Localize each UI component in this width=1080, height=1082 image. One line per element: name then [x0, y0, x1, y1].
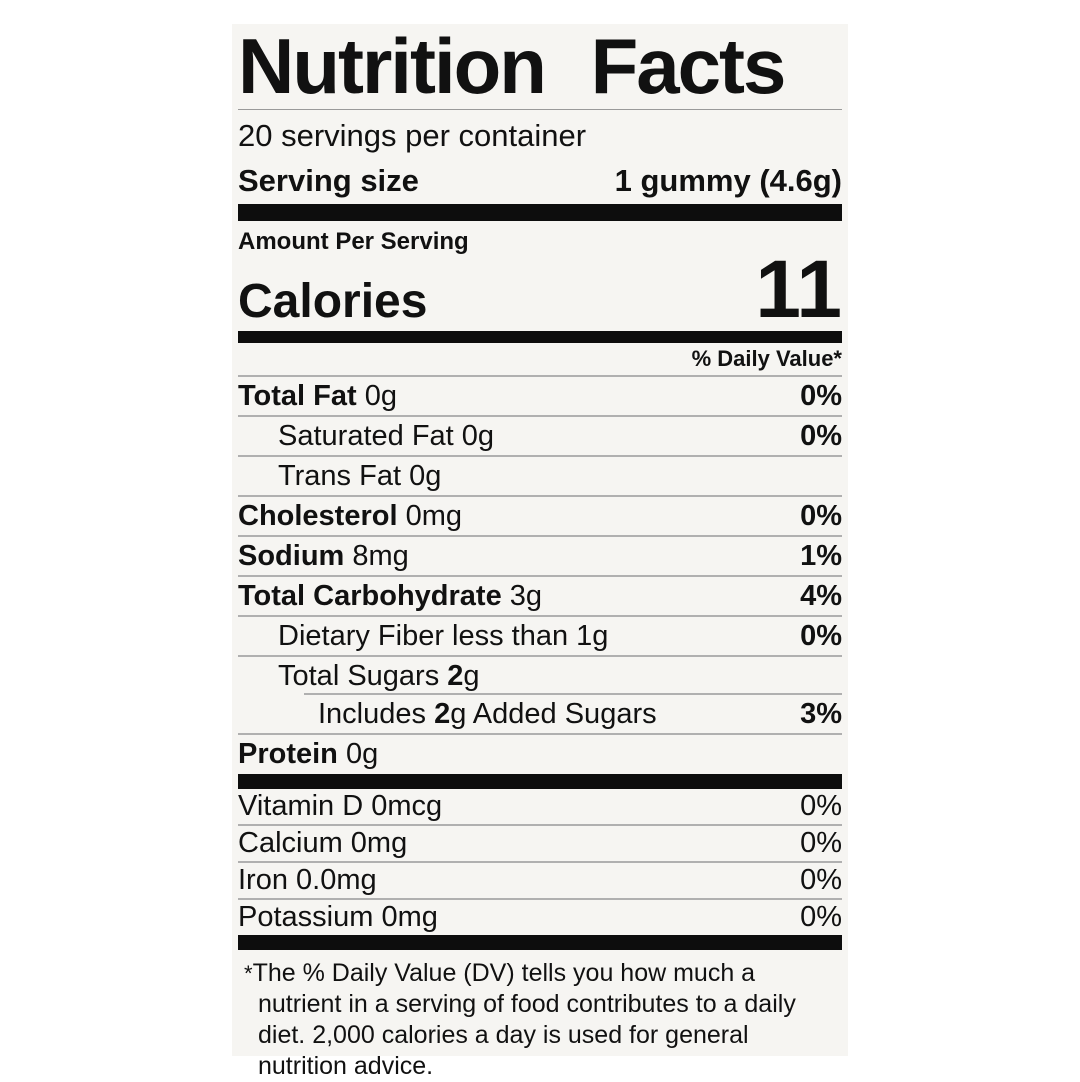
nutrient-row: Vitamin D 0mcg 0% [238, 789, 842, 826]
nutrient-row: Iron 0.0mg 0% [238, 863, 842, 900]
nutrient-name: Cholesterol 0mg [238, 500, 463, 532]
daily-value-footnote: *The % Daily Value (DV) tells you how mu… [238, 950, 842, 1082]
nutrient-name: Iron 0.0mg [238, 864, 377, 896]
nutrient-rows: Total Fat 0g 0% Saturated Fat 0g 0% Trans Fa… [238, 377, 842, 773]
nutrient-row: Total Fat 0g 0% [238, 377, 842, 417]
nutrient-row: Protein 0g [238, 735, 842, 773]
daily-value-percent: 3% [800, 698, 842, 730]
footnote-text: The % Daily Value (DV) tells you how muc… [252, 959, 796, 1080]
nutrient-name: Total Carbohydrate 3g [238, 580, 543, 612]
nutrient-name: Dietary Fiber less than 1g [278, 620, 609, 652]
nutrient-row: Sodium 8mg 1% [238, 537, 842, 577]
serving-size-value: 1 gummy (4.6g) [614, 163, 842, 198]
nutrient-name: Potassium 0mg [238, 901, 438, 933]
nutrient-row: Trans Fat 0g [238, 457, 842, 497]
nutrient-name: Includes 2g Added Sugars [318, 698, 657, 730]
daily-value-percent: 0% [800, 380, 842, 412]
nutrient-row: Includes 2g Added Sugars 3% [238, 695, 842, 735]
nutrition-facts-label: Nutrition Facts 20 servings per containe… [232, 22, 848, 1080]
daily-value-percent: 4% [800, 580, 842, 612]
daily-value-percent: 0% [800, 420, 842, 452]
daily-value-header: % Daily Value* [238, 343, 842, 377]
daily-value-percent: 0% [800, 901, 842, 933]
daily-value-percent: 0% [800, 500, 842, 532]
nutrient-row: Cholesterol 0mg 0% [238, 497, 842, 537]
nutrient-name: Saturated Fat 0g [278, 420, 495, 452]
nutrient-name: Vitamin D 0mcg [238, 790, 443, 822]
calories-value: 11 [755, 244, 842, 335]
serving-size-label: Serving size [238, 163, 419, 198]
nutrient-row: Total Sugars 2g [238, 657, 842, 695]
footnote-asterisk: * [244, 961, 253, 986]
thick-divider-bar [238, 774, 842, 789]
medium-divider-bar [238, 331, 842, 343]
serving-size-row: Serving size 1 gummy (4.6g) [238, 161, 842, 201]
nutrient-row: Total Carbohydrate 3g 4% [238, 577, 842, 617]
daily-value-percent: 0% [800, 620, 842, 652]
thick-divider-bar [238, 204, 842, 221]
daily-value-percent: 0% [800, 790, 842, 822]
amount-per-serving: Amount Per Serving [238, 228, 469, 255]
nutrient-name: Sodium 8mg [238, 540, 409, 572]
nutrient-name: Calcium 0mg [238, 827, 408, 859]
nutrient-row: Dietary Fiber less than 1g 0% [238, 617, 842, 657]
calories-row: Calories 11 [238, 244, 842, 335]
nutrient-name: Protein 0g [238, 738, 379, 770]
label-title: Nutrition Facts [238, 22, 786, 110]
thick-divider-bar [238, 935, 842, 950]
nutrient-name: Trans Fat 0g [278, 460, 442, 492]
daily-value-percent: 1% [800, 540, 842, 572]
servings-per-container: 20 servings per container [238, 118, 587, 153]
nutrient-row: Calcium 0mg 0% [238, 826, 842, 863]
calories-label: Calories [238, 275, 428, 328]
nutrient-row: Saturated Fat 0g 0% [238, 417, 842, 457]
nutrient-name: Total Sugars 2g [278, 660, 480, 692]
daily-value-percent: 0% [800, 827, 842, 859]
daily-value-percent: 0% [800, 864, 842, 896]
nutrient-name: Total Fat 0g [238, 380, 398, 412]
nutrient-row: Potassium 0mg 0% [238, 900, 842, 935]
title-divider [238, 109, 842, 110]
vitamin-rows: Vitamin D 0mcg 0% Calcium 0mg 0% Iron 0.0mg 0… [238, 789, 842, 935]
